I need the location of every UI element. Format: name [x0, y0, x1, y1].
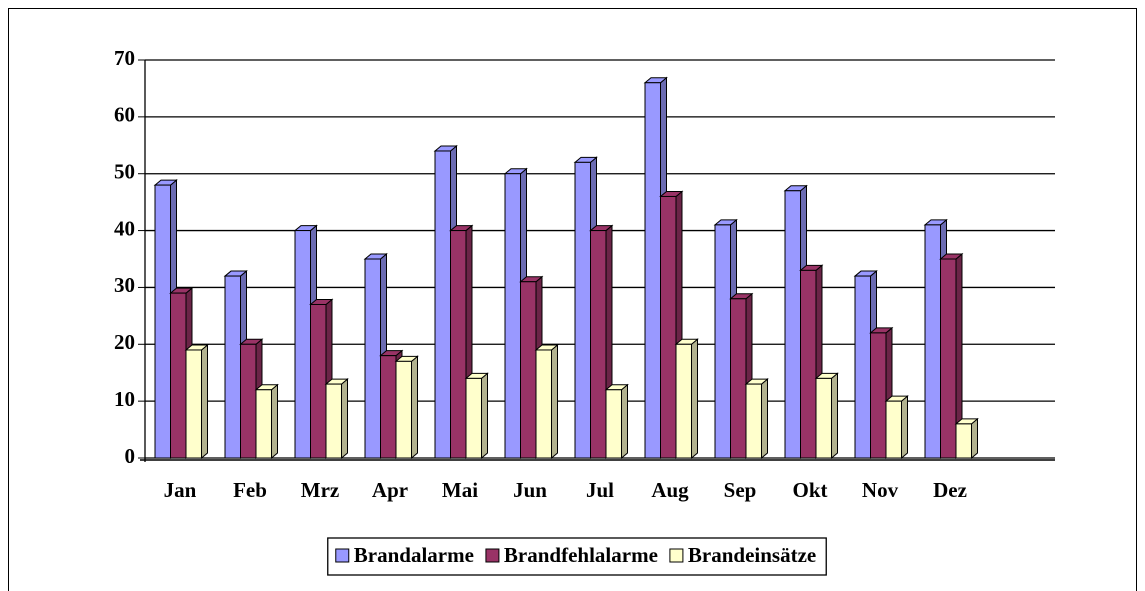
bar	[324, 378, 349, 460]
y-tick-label: 50	[114, 160, 135, 184]
legend: Brandalarme Brandfehlalarme Brandeinsätze	[327, 537, 827, 576]
bar	[884, 395, 909, 460]
y-tick-label: 20	[114, 330, 135, 354]
bar	[674, 338, 699, 460]
bar	[464, 372, 489, 460]
legend-box	[327, 537, 827, 576]
bar-front	[784, 190, 801, 459]
y-tick-label: 60	[114, 103, 135, 127]
bar-front	[854, 275, 871, 459]
bar	[534, 343, 559, 460]
x-tick-label: Mrz	[301, 478, 339, 502]
bar	[954, 417, 979, 460]
legend-swatch	[335, 548, 350, 563]
bar-front	[240, 343, 257, 459]
bar-front	[325, 383, 342, 459]
bar-front	[185, 349, 202, 459]
bar	[184, 343, 209, 460]
bar-side	[831, 372, 838, 460]
x-tick-label: Okt	[792, 478, 827, 502]
bar-front	[224, 275, 241, 459]
bar-side	[901, 395, 908, 460]
x-tick-label: Apr	[372, 478, 408, 502]
legend-label: Brandalarme	[354, 543, 474, 567]
bar	[394, 355, 419, 460]
bar-front	[644, 82, 661, 459]
bar-side	[621, 383, 628, 460]
bar-front	[450, 230, 467, 459]
x-tick-label: Jan	[164, 478, 197, 502]
y-tick-label: 70	[114, 46, 135, 70]
bar	[254, 383, 279, 460]
bar-front	[870, 332, 887, 459]
legend-label: Brandfehlalarme	[504, 543, 658, 567]
bar-side	[271, 383, 278, 460]
bar	[604, 383, 629, 460]
bar-front	[465, 377, 482, 459]
bar-front	[730, 298, 747, 459]
x-tick-label: Dez	[933, 478, 967, 502]
bar-side	[971, 417, 978, 460]
x-tick-label: Sep	[724, 478, 757, 502]
x-tick-label: Aug	[651, 478, 689, 502]
bar-front	[170, 292, 187, 459]
chart-border	[8, 8, 1137, 591]
bar-front	[520, 281, 537, 459]
bar-front	[535, 349, 552, 459]
y-tick-label: 30	[114, 273, 135, 297]
y-tick-label: 40	[114, 216, 135, 240]
bar-front	[885, 400, 902, 459]
bar-side	[341, 378, 348, 460]
y-tick-label: 10	[114, 387, 135, 411]
y-tick-label: 0	[125, 444, 136, 468]
bar-front	[745, 383, 762, 459]
bar-front	[815, 377, 832, 459]
bar-front	[605, 389, 622, 459]
bar-side	[201, 343, 208, 460]
bar-front	[310, 303, 327, 459]
bar-front	[675, 343, 692, 459]
bar-front	[154, 184, 171, 459]
bar-front	[590, 230, 607, 459]
bar-front	[395, 360, 412, 459]
bar-side	[481, 372, 488, 460]
bar-front	[714, 224, 731, 459]
x-tick-label: Mai	[442, 478, 478, 502]
legend-label: Brandeinsätze	[688, 543, 816, 567]
x-tick-label: Feb	[233, 478, 267, 502]
bar-front	[364, 258, 381, 459]
bar-side	[691, 338, 698, 460]
bar-front	[955, 423, 972, 459]
bar-side	[761, 378, 768, 460]
x-tick-label: Jun	[513, 478, 547, 502]
bar-front	[504, 173, 521, 459]
bar-front	[255, 389, 272, 459]
legend-swatch	[669, 548, 684, 563]
bar-front	[924, 224, 941, 459]
bar	[814, 372, 839, 460]
legend-swatch	[485, 548, 500, 563]
x-tick-label: Nov	[862, 478, 899, 502]
bar-front	[660, 195, 677, 459]
bar	[744, 378, 769, 460]
bar-front	[574, 161, 591, 459]
x-tick-label: Jul	[586, 478, 614, 502]
bar-front	[294, 230, 311, 459]
bar-front	[434, 150, 451, 459]
bar-side	[551, 343, 558, 460]
bar-front	[380, 355, 397, 459]
bar-front	[940, 258, 957, 459]
bar-side	[411, 355, 418, 460]
bar-front	[800, 269, 817, 459]
